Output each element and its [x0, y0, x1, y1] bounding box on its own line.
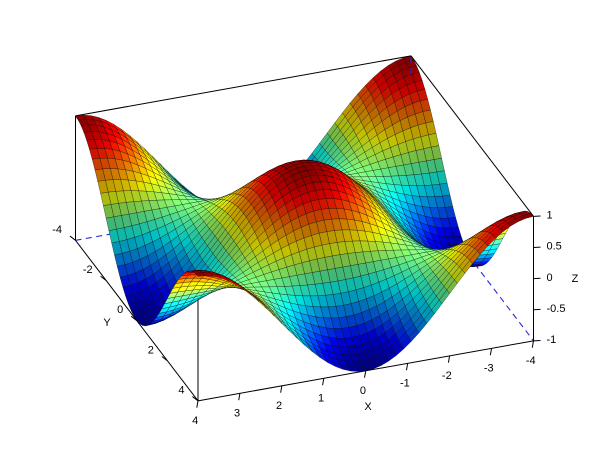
svg-text:-2: -2: [83, 264, 93, 276]
svg-text:1: 1: [547, 210, 553, 222]
svg-text:2: 2: [148, 344, 154, 356]
svg-text:X: X: [364, 401, 372, 413]
svg-text:-3: -3: [484, 362, 494, 374]
svg-text:-1: -1: [400, 377, 410, 389]
svg-text:0: 0: [547, 272, 553, 284]
svg-text:0.5: 0.5: [547, 241, 562, 253]
svg-text:0: 0: [117, 304, 123, 316]
svg-text:-2: -2: [442, 370, 452, 382]
svg-text:-4: -4: [526, 355, 536, 367]
svg-text:1: 1: [318, 392, 324, 404]
svg-text:3: 3: [234, 407, 240, 419]
svg-text:-1: -1: [547, 334, 557, 346]
svg-text:-4: -4: [52, 224, 62, 236]
svg-text:0: 0: [360, 385, 366, 397]
svg-text:2: 2: [276, 400, 282, 412]
svg-text:Z: Z: [572, 273, 579, 285]
svg-text:4: 4: [192, 415, 198, 427]
svg-text:Y: Y: [103, 317, 111, 329]
svg-text:-0.5: -0.5: [547, 303, 566, 315]
svg-text:4: 4: [178, 384, 184, 396]
